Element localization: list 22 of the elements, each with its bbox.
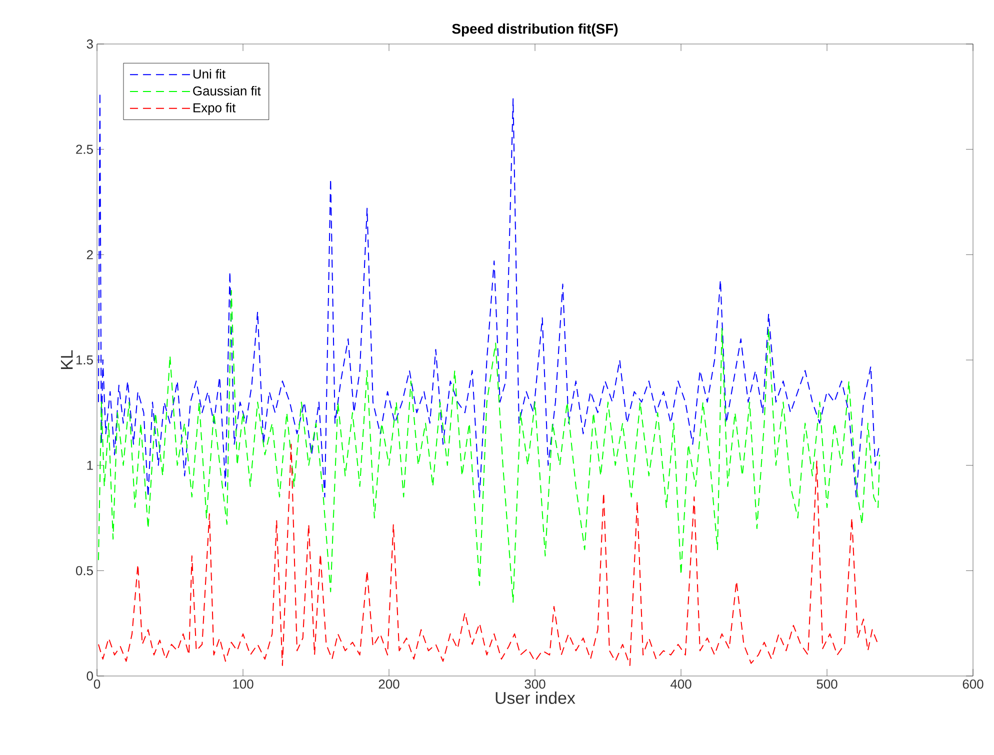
line-series <box>98 444 879 666</box>
chart-title: Speed distribution fit(SF) <box>452 23 618 36</box>
y-tick-label: 0 <box>86 671 93 681</box>
x-tick-label: 0 <box>94 680 100 689</box>
x-axis-title: User index <box>496 692 576 704</box>
x-tick-label: 400 <box>670 680 692 689</box>
x-tick-label: 500 <box>816 680 838 689</box>
y-tick-label: 2.5 <box>76 144 93 154</box>
y-axis-title: KL <box>60 350 73 369</box>
y-tick-label: 3 <box>86 39 93 49</box>
y-tick-label: 0.5 <box>76 566 93 576</box>
legend-label: Gaussian fit <box>193 86 261 96</box>
y-tick-label: 2 <box>86 250 93 260</box>
x-tick-label: 300 <box>524 680 546 689</box>
line-series <box>98 290 880 603</box>
y-tick-label: 1.5 <box>76 355 93 365</box>
x-tick-label: 100 <box>233 680 254 689</box>
x-tick-label: 200 <box>378 680 400 689</box>
legend-label: Expo fit <box>194 102 236 115</box>
y-tick-label: 1 <box>87 460 93 470</box>
legend-label: Uni fit <box>193 69 226 79</box>
x-tick-label: 600 <box>962 680 984 689</box>
